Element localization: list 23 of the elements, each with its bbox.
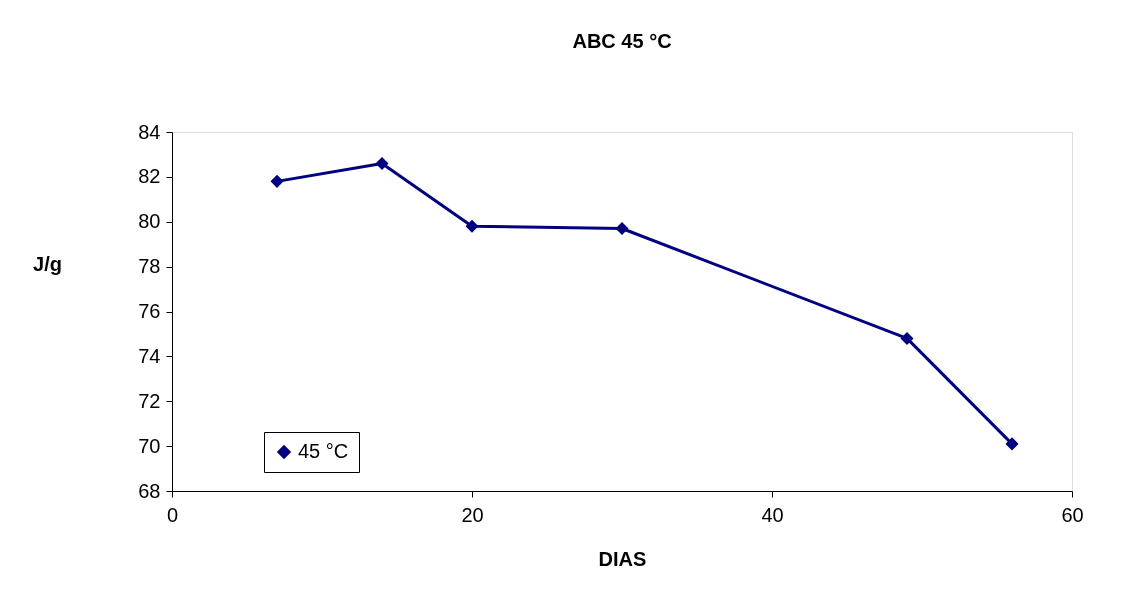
legend-label: 45 °C [298, 440, 349, 462]
point [375, 156, 389, 170]
x-tick-label: 40 [761, 503, 784, 526]
y-tick-label: 80 [138, 210, 161, 233]
y-tick-label: 78 [138, 255, 161, 278]
y-tick-label: 68 [138, 479, 161, 502]
y-tick-label: 72 [138, 389, 161, 412]
point [465, 219, 479, 233]
chart-title: ABC 45 °C [572, 30, 672, 52]
y-tick-label: 74 [138, 344, 161, 367]
y-axis-title: J/g [33, 252, 62, 275]
point [1005, 437, 1019, 451]
x-tick-label: 0 [166, 503, 179, 526]
y-tick-label: 84 [138, 120, 161, 143]
point [615, 221, 629, 235]
y-tick-label: 70 [138, 434, 161, 457]
point [900, 331, 914, 345]
y-tick-label: 82 [138, 165, 161, 188]
x-tick-label: 20 [461, 503, 484, 526]
x-axis-title: DIAS [598, 547, 647, 570]
y-tick-label: 76 [138, 300, 161, 322]
point [270, 174, 284, 188]
x-tick-label: 60 [1061, 503, 1084, 526]
